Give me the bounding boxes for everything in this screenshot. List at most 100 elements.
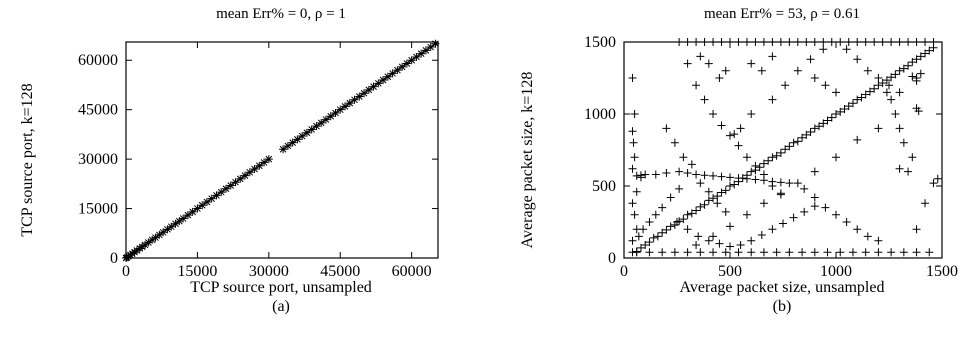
panel-b-data-point	[785, 142, 794, 151]
panel-b-data-point	[874, 81, 883, 90]
panel-a-data-point	[331, 108, 340, 117]
panel-b-data-point	[726, 131, 734, 140]
panel-a-xtick-label: 15000	[177, 263, 217, 280]
panel-b-data-point	[747, 167, 756, 176]
panel-b-data-point	[785, 179, 794, 188]
panel-b-data-point	[891, 110, 900, 118]
panel-b-yticks: 0 500 1000 1500	[584, 34, 942, 267]
panel-b-data-point	[726, 182, 734, 190]
panel-a-data-point	[241, 171, 250, 180]
panel-a-data-point	[264, 155, 273, 164]
panel-b-data-point	[840, 104, 849, 113]
panel-b-data-point	[759, 248, 768, 257]
panel-b-data-point	[717, 188, 726, 197]
panel-b-data-point	[721, 248, 730, 257]
panel-b-data-point	[823, 248, 832, 257]
panel-a-data-point	[250, 165, 259, 174]
panel-b-data-point	[819, 119, 828, 128]
panel-b-data-point	[679, 215, 688, 224]
panel-b-data-point	[704, 59, 713, 68]
panel-b-data-point	[933, 174, 942, 183]
panel-b-ytick-label: 500	[592, 178, 616, 195]
panel-b-data-point	[736, 241, 745, 250]
panel-b-data-point	[806, 128, 815, 136]
panel-b-xtick-label: 1500	[926, 263, 958, 280]
panel-b-data-point	[628, 164, 637, 173]
panel-a-data-point	[193, 204, 202, 213]
panel-a-data-point	[293, 135, 302, 144]
panel-b-data-point	[683, 169, 692, 178]
panel-b: mean Err% = 53, ρ = 0.61 Average packet …	[519, 6, 958, 315]
panel-b-data-point	[662, 124, 671, 133]
panel-b-data-point	[632, 171, 641, 180]
panel-a-ylabel: TCP source port, k=128	[19, 83, 36, 236]
panel-b-data-point	[759, 170, 768, 179]
panel-b-data-point	[925, 46, 934, 55]
panel-b-data-point	[696, 202, 705, 211]
panel-a-points	[122, 39, 440, 262]
panel-b-data-point	[810, 248, 819, 257]
panel-a-data-point	[279, 145, 288, 154]
panel-b-data-point	[836, 107, 845, 116]
panel-a-data-point	[226, 181, 235, 190]
panel-b-data-point	[810, 124, 819, 133]
panel-b-data-point	[895, 164, 904, 173]
panel-b-data-point	[662, 225, 671, 234]
panel-b-data-point	[683, 59, 692, 68]
panel-a-data-point	[236, 174, 245, 183]
panel-a-data-point	[175, 217, 184, 226]
panel-b-data-point	[844, 102, 853, 111]
panel-b-data-point	[713, 192, 722, 201]
panel-b-data-point	[798, 133, 807, 142]
panel-b-data-point	[658, 228, 667, 237]
panel-b-data-point	[768, 95, 777, 104]
panel-b-data-point	[673, 218, 681, 226]
panel-b-data-point	[687, 209, 696, 218]
panel-a-xtick-label: 30000	[249, 263, 289, 280]
panel-b-ytick-label: 1500	[584, 34, 616, 51]
panel-b-data-point	[861, 90, 870, 99]
panel-b-data-point	[662, 169, 671, 178]
panel-b-data-point	[853, 225, 862, 234]
panel-b-data-point	[874, 236, 883, 245]
panel-b-data-point	[916, 69, 925, 78]
panel-a-data-point	[207, 194, 216, 203]
panel-a-data-point	[255, 161, 264, 170]
panel-a-ytick-label: 45000	[78, 102, 118, 119]
panel-b-data-point	[692, 170, 701, 179]
panel-b-data-point	[751, 161, 760, 170]
panel-a-data-point	[369, 82, 378, 91]
panel-b-data-point	[821, 203, 830, 212]
panel-b-data-point	[899, 138, 908, 147]
panel-b-data-point	[628, 199, 637, 208]
panel-b-data-point	[649, 233, 658, 242]
panel-b-data-point	[734, 248, 743, 257]
panel-a-data-point	[398, 62, 407, 71]
panel-a-xtick-label: 0	[122, 263, 130, 280]
panel-a-data-point	[312, 122, 321, 131]
panel-b-ytick-label: 0	[608, 250, 616, 267]
panel-b-data-point	[885, 81, 893, 90]
panel-b-data-point	[793, 66, 802, 75]
panel-b-data-point	[800, 184, 809, 193]
panel-b-data-point	[916, 52, 925, 61]
panel-b-data-point	[887, 95, 896, 104]
panel-b-data-point	[853, 135, 862, 144]
panel-b-ylabel: Average packet size, k=128	[519, 72, 536, 249]
panel-b-data-point	[823, 116, 832, 125]
panel-b-plot-frame	[623, 41, 943, 259]
panel-b-data-point	[785, 248, 794, 257]
panel-b-data-point	[713, 199, 722, 208]
panel-b-data-point	[870, 84, 879, 93]
panel-b-xtick-label: 500	[718, 263, 742, 280]
panel-a-data-point	[321, 115, 330, 124]
panel-b-data-point	[776, 148, 785, 157]
panel-b-data-point	[768, 225, 777, 234]
panel-b-data-point	[717, 121, 726, 130]
panel-b-data-point	[832, 153, 840, 162]
panel-a-data-point	[163, 225, 172, 234]
panel-b-data-point	[692, 241, 701, 250]
panel-b-data-point	[912, 55, 921, 64]
panel-a-data-point	[374, 79, 383, 88]
